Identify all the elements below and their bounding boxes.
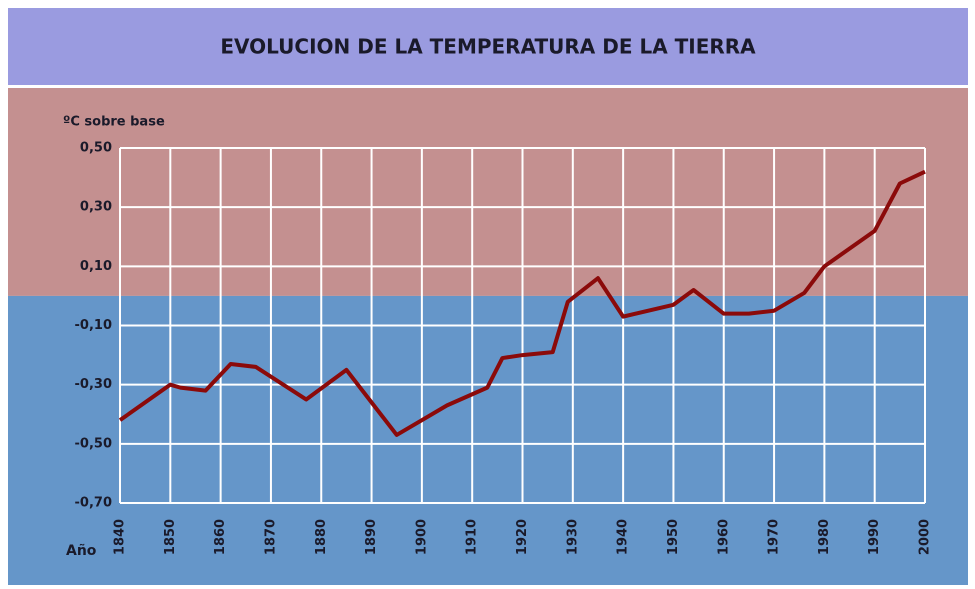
x-tick-label: 1980 [817, 519, 832, 555]
x-tick-label: 1890 [364, 519, 379, 555]
y-tick-label: 0,50 [80, 141, 112, 156]
x-tick-label: 1850 [163, 519, 178, 555]
y-tick-label: 0,10 [80, 259, 112, 274]
x-tick-label: 1860 [213, 519, 228, 555]
x-axis-label: Año [66, 543, 97, 559]
positive-band [8, 88, 968, 296]
y-tick-label: -0,10 [75, 318, 112, 333]
x-tick-label: 1870 [263, 519, 278, 555]
x-tick-label: 1840 [113, 519, 128, 555]
title-band [8, 8, 968, 85]
y-tick-label: -0,50 [75, 436, 112, 451]
x-tick-label: 1910 [465, 519, 480, 555]
x-tick-label: 1920 [515, 519, 530, 555]
y-tick-label: -0,30 [75, 377, 112, 392]
x-tick-label: 1900 [414, 519, 429, 555]
y-tick-label: 0,30 [80, 200, 112, 215]
y-axis-label: ºC sobre base [63, 115, 165, 130]
chart-title: EVOLUCION DE LA TEMPERATURA DE LA TIERRA [220, 35, 756, 59]
y-tick-label: -0,70 [75, 496, 112, 511]
x-tick-label: 1960 [716, 519, 731, 555]
x-tick-label: 1940 [616, 519, 631, 555]
x-tick-label: 2000 [918, 519, 933, 555]
x-tick-label: 1950 [666, 519, 681, 555]
x-tick-label: 1930 [565, 519, 580, 555]
x-tick-label: 1880 [314, 519, 329, 555]
x-tick-label: 1970 [767, 519, 782, 555]
negative-band [8, 295, 968, 585]
x-tick-label: 1990 [867, 519, 882, 555]
data-line [118, 169, 926, 437]
